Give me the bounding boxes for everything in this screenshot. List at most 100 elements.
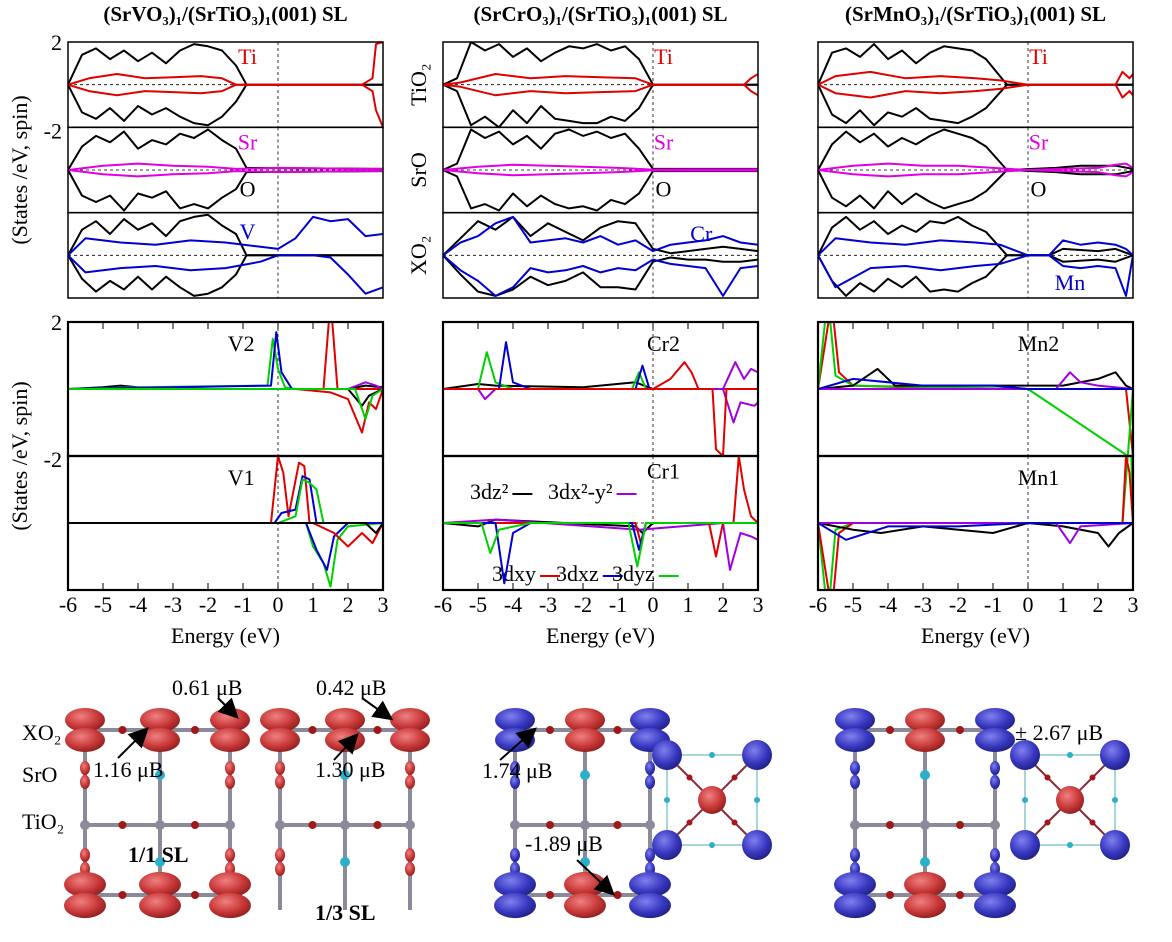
small-lobe [275, 775, 285, 789]
subplot: Mn1 [818, 456, 1133, 590]
orbital-lobe [835, 728, 875, 752]
atom [155, 820, 165, 830]
y-tick-label: 2 [51, 310, 62, 335]
atom [664, 797, 670, 803]
x-tick-label: 0 [273, 592, 284, 617]
dos-curve [818, 217, 1133, 255]
y-tick-label: -2 [44, 447, 62, 472]
x-tick-label: 2 [718, 592, 729, 617]
sl-label: 1/3 SL [315, 900, 376, 925]
atom [645, 820, 655, 830]
dos-curve [68, 85, 383, 126]
dos-curve [68, 85, 383, 128]
dos-curve [443, 74, 758, 85]
legend-label: 3dx²-y² [548, 479, 613, 504]
orbital-lobe [652, 740, 682, 770]
layer-label: XO₂ [22, 720, 61, 745]
x-tick-label: 3 [1128, 592, 1139, 617]
atom [275, 820, 285, 830]
small-lobe [225, 775, 235, 789]
moment-label: 1.30 μB [315, 757, 385, 782]
atom [956, 726, 964, 734]
x-tick-label: -4 [129, 592, 147, 617]
layer-label: SrO [22, 762, 57, 787]
atom [732, 820, 738, 826]
sl-label: 1/1 SL [128, 842, 189, 867]
atom [119, 891, 127, 899]
x-tick-label: -1 [984, 592, 1002, 617]
orbital-lobe [1010, 830, 1040, 860]
dos-curve [818, 130, 1133, 171]
dos-curve [443, 85, 758, 128]
atom [580, 820, 590, 830]
atom [1067, 842, 1073, 848]
x-axis-label: Energy (eV) [546, 623, 655, 648]
x-tick-label: 0 [648, 592, 659, 617]
small-lobe [405, 775, 415, 789]
atom [374, 821, 382, 829]
panel-label: O [1031, 176, 1047, 201]
dos-curve [68, 322, 383, 389]
atom [191, 891, 199, 899]
small-lobe [275, 761, 285, 775]
dos-curve [443, 352, 758, 389]
orbital-lobe [834, 893, 876, 918]
dos-curve [443, 165, 758, 170]
dos-curve [68, 130, 383, 171]
subplot: V [68, 213, 383, 298]
subplot: SrO [818, 127, 1133, 212]
dos-curve [818, 85, 1133, 98]
dos-curve [443, 382, 758, 389]
dos-curve [68, 523, 383, 547]
legend-label: 3dxy [492, 561, 536, 586]
x-tick-label: -5 [844, 592, 862, 617]
atom [309, 821, 317, 829]
dos-curve [68, 44, 383, 85]
small-lobe [80, 775, 90, 789]
dos-curve [68, 170, 383, 176]
panel-label: V1 [228, 465, 255, 490]
x-tick-label: 0 [1023, 592, 1034, 617]
dos-curve [68, 523, 383, 533]
small-lobe [275, 862, 285, 876]
x-tick-label: -3 [539, 592, 557, 617]
orbital-lobe [1056, 786, 1084, 814]
orbital-lobe [742, 740, 772, 770]
orbital-lobe [139, 893, 181, 918]
atom [1067, 752, 1073, 758]
dos-curve [443, 42, 758, 85]
moment-label: 0.42 μB [316, 675, 386, 700]
subplot: Mn [818, 213, 1133, 298]
small-lobe [405, 862, 415, 876]
x-tick-label: 2 [1093, 592, 1104, 617]
orbital-lobe [1100, 740, 1130, 770]
layer-label: XO₂ [406, 236, 431, 275]
dos-curve [68, 255, 383, 293]
atom [546, 891, 554, 899]
small-lobe [405, 761, 415, 775]
orbital-lobe [390, 728, 430, 752]
atom [340, 857, 350, 867]
moment-label: 0.61 μB [172, 675, 242, 700]
small-lobe [275, 848, 285, 862]
orbital-lobe [564, 893, 606, 918]
subplot: Cr2 [443, 322, 758, 456]
atom [886, 726, 894, 734]
y-tick-label: -2 [44, 118, 62, 143]
small-lobe [225, 848, 235, 862]
dos-curve [68, 456, 383, 523]
x-tick-label: -4 [879, 592, 897, 617]
small-lobe [990, 775, 1000, 789]
x-tick-label: -1 [234, 592, 252, 617]
legend-label: 3dyz [612, 561, 655, 586]
dos-curve [818, 255, 1133, 296]
dos-curve [68, 476, 383, 523]
layer-label: SrO [406, 152, 431, 187]
dos-curve [443, 130, 758, 171]
atom [405, 820, 415, 830]
atom [191, 821, 199, 829]
atom [687, 775, 693, 781]
figure: (SrVO₃)₁/(SrTiO₃)₁(001) SL(States /eV, s… [0, 0, 1172, 942]
